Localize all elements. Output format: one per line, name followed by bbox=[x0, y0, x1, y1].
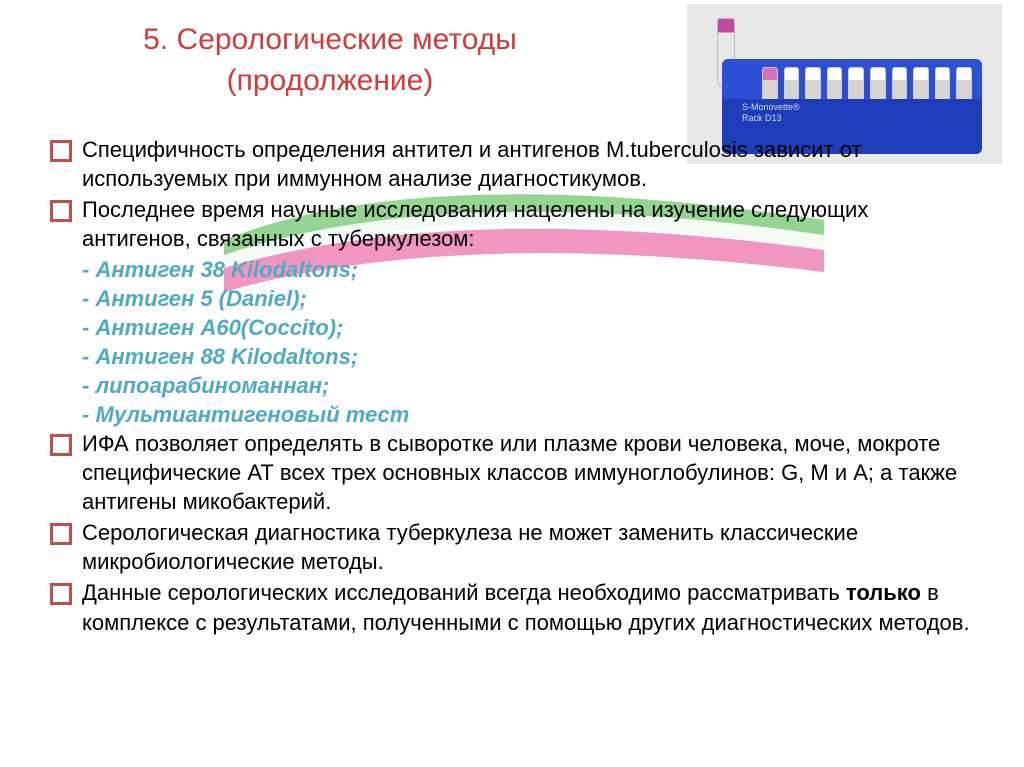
antigen-item: - Антиген 5 (Daniel); bbox=[82, 284, 976, 313]
tube bbox=[956, 67, 972, 103]
bullet-item: Серологическая диагностика туберкулеза н… bbox=[48, 518, 976, 576]
bullet5-bold: только bbox=[846, 580, 921, 605]
tube bbox=[870, 67, 886, 103]
bullet-list: Специфичность определения антител и анти… bbox=[48, 135, 976, 253]
title-line-1: 5. Серологические методы bbox=[120, 20, 540, 61]
tube bbox=[848, 67, 864, 103]
tube-row bbox=[762, 67, 972, 103]
tube bbox=[827, 67, 843, 103]
bullet5-pre: Данные серологических исследований всегд… bbox=[82, 580, 846, 605]
antigen-item: - липоарабиноманнан; bbox=[82, 371, 976, 400]
tube bbox=[913, 67, 929, 103]
tube bbox=[805, 67, 821, 103]
antigen-item: - Мультиантигеновый тест bbox=[82, 400, 976, 429]
slide-title: 5. Серологические методы (продолжение) bbox=[120, 20, 540, 101]
slide-body: Специфичность определения антител и анти… bbox=[48, 135, 976, 639]
bullet-list-continued: ИФА позволяет определять в сыворотке или… bbox=[48, 429, 976, 636]
tube bbox=[892, 67, 908, 103]
bullet-item: Специфичность определения антител и анти… bbox=[48, 135, 976, 193]
bullet-item: ИФА позволяет определять в сыворотке или… bbox=[48, 429, 976, 516]
tube bbox=[784, 67, 800, 103]
title-line-2: (продолжение) bbox=[120, 61, 540, 102]
tube bbox=[935, 67, 951, 103]
antigen-item: - Антиген 38 Kilodaltons; bbox=[82, 255, 976, 284]
rack-label: S-Monovette® Rack D13 bbox=[742, 102, 800, 124]
bullet-item: Данные серологических исследований всегд… bbox=[48, 578, 976, 636]
tube bbox=[762, 67, 778, 103]
antigen-item: - Антиген А60(Coccito); bbox=[82, 313, 976, 342]
antigen-list: - Антиген 38 Kilodaltons; - Антиген 5 (D… bbox=[82, 255, 976, 429]
antigen-item: - Антиген 88 Kilodaltons; bbox=[82, 342, 976, 371]
bullet-item: Последнее время научные исследования нац… bbox=[48, 195, 976, 253]
